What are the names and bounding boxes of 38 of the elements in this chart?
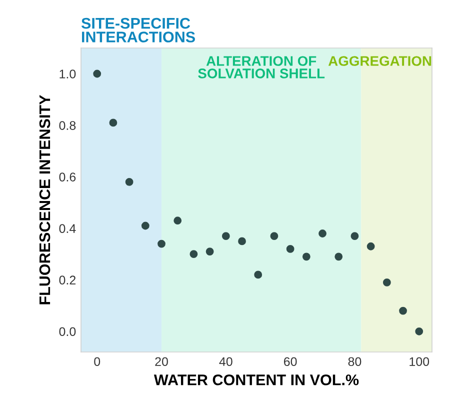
point [366, 242, 375, 250]
point [254, 270, 262, 279]
x-tick-label: 80 [348, 357, 362, 366]
point [190, 250, 198, 258]
x-tick-label: 60 [284, 357, 297, 366]
point [238, 237, 246, 246]
band-label: AGGREGATION [328, 56, 432, 66]
y-tick-label: 1.0 [60, 70, 76, 78]
point [382, 278, 391, 286]
point [125, 178, 134, 186]
y-axis-title: FLUORESCENCE INTENSITY [39, 94, 50, 304]
point [399, 306, 407, 315]
x-axis-title: WATER CONTENT IN VOL.% [154, 374, 359, 386]
point [174, 216, 182, 225]
point [222, 232, 230, 240]
x-tick-label: 20 [155, 357, 168, 366]
point [270, 232, 278, 240]
band-label: SITE-SPECIFIC INTERACTIONS [81, 18, 195, 42]
point [158, 240, 166, 248]
y-tick-label: 0.2 [59, 276, 76, 285]
point [302, 252, 310, 261]
y-tick-label: 0.4 [59, 224, 76, 233]
band-label: ALTERATION OF SOLVATION SHELL [198, 56, 325, 78]
y-tick-label: 0.0 [59, 327, 76, 336]
x-tick-label: 40 [219, 357, 232, 366]
y-tick-label: 0.8 [59, 121, 76, 130]
y-tick-label: 0.6 [59, 172, 76, 182]
point [334, 252, 343, 261]
point [93, 70, 102, 78]
x-tick-label: 0 [94, 357, 100, 366]
point [141, 222, 150, 230]
point [109, 118, 118, 127]
point [206, 248, 214, 256]
point [286, 244, 294, 253]
point [318, 230, 326, 238]
x-tick-label: 100 [410, 357, 430, 366]
point [350, 232, 359, 240]
point [415, 327, 424, 336]
